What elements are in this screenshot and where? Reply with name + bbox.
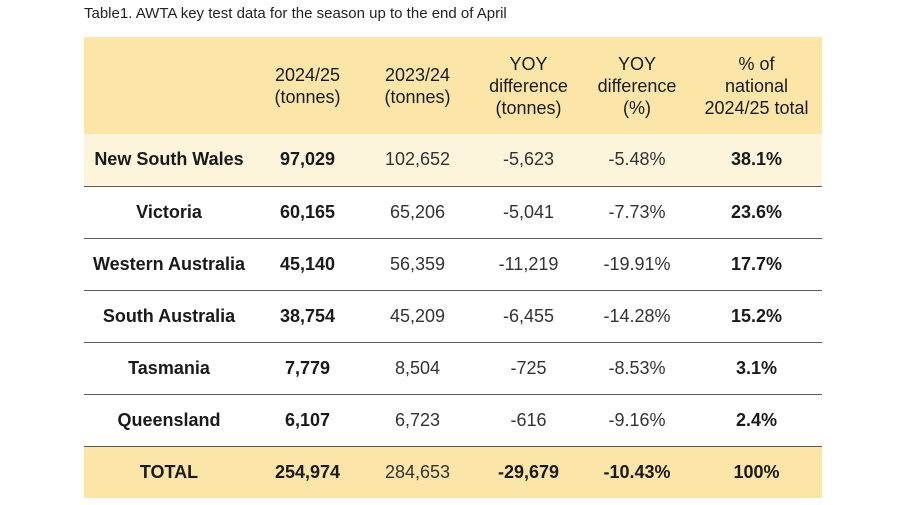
yoy-percent-cell: -9.16% [583, 394, 691, 447]
header-line: % of [738, 53, 775, 74]
yoy-tonnes-cell: -6,455 [474, 290, 583, 343]
yoy-percent-cell: -14.28% [583, 290, 691, 343]
table-row: Victoria 60,165 65,206 -5,041 -7.73% 23.… [84, 186, 822, 239]
tonnes-2024-25-cell: 45,140 [254, 238, 361, 291]
national-share-cell: 3.1% [691, 342, 822, 395]
national-share-cell: 38.1% [691, 134, 822, 187]
awta-data-table: 2024/25 (tonnes) 2023/24 (tonnes) YOY di… [84, 37, 822, 498]
header-line: (tonnes) [495, 97, 562, 118]
total-2024-25-cell: 254,974 [254, 445, 361, 498]
table-row: Tasmania 7,779 8,504 -725 -8.53% 3.1% [84, 342, 822, 395]
yoy-tonnes-cell: -725 [474, 342, 583, 395]
total-2023-24-cell: 284,653 [361, 445, 474, 498]
yoy-tonnes-cell: -5,623 [474, 134, 583, 187]
table-row: South Australia 38,754 45,209 -6,455 -14… [84, 290, 822, 343]
tonnes-2023-24-cell: 8,504 [361, 342, 474, 395]
table-row: Queensland 6,107 6,723 -616 -9.16% 2.4% [84, 394, 822, 447]
total-yoy-tonnes-cell: -29,679 [474, 445, 583, 498]
header-line: difference [597, 75, 677, 96]
header-line: YOY [617, 53, 656, 74]
yoy-tonnes-cell: -616 [474, 394, 583, 447]
yoy-percent-cell: -5.48% [583, 134, 691, 187]
national-share-cell: 2.4% [691, 394, 822, 447]
total-row: TOTAL 254,974 284,653 -29,679 -10.43% 10… [84, 445, 822, 498]
national-share-cell: 17.7% [691, 238, 822, 291]
national-share-cell: 23.6% [691, 186, 822, 239]
tonnes-2024-25-cell: 60,165 [254, 186, 361, 239]
tonnes-2024-25-cell: 38,754 [254, 290, 361, 343]
header-national-share: % of national 2024/25 total [691, 37, 822, 134]
region-cell: Western Australia [84, 238, 254, 291]
yoy-percent-cell: -7.73% [583, 186, 691, 239]
region-cell: Tasmania [84, 342, 254, 395]
region-cell: Queensland [84, 394, 254, 447]
yoy-percent-cell: -19.91% [583, 238, 691, 291]
national-share-cell: 15.2% [691, 290, 822, 343]
header-row: 2024/25 (tonnes) 2023/24 (tonnes) YOY di… [84, 37, 822, 134]
tonnes-2023-24-cell: 6,723 [361, 394, 474, 447]
header-line: (tonnes) [274, 86, 341, 107]
header-line: difference [489, 75, 568, 96]
header-line: (%) [623, 97, 651, 118]
tonnes-2023-24-cell: 65,206 [361, 186, 474, 239]
tonnes-2024-25-cell: 6,107 [254, 394, 361, 447]
tonnes-2023-24-cell: 102,652 [361, 134, 474, 187]
yoy-tonnes-cell: -5,041 [474, 186, 583, 239]
header-line: 2024/25 [274, 64, 341, 85]
header-line: national [724, 75, 789, 96]
tonnes-2023-24-cell: 45,209 [361, 290, 474, 343]
tonnes-2023-24-cell: 56,359 [361, 238, 474, 291]
header-yoy-percent: YOY difference (%) [583, 37, 691, 134]
table-caption: Table1. AWTA key test data for the seaso… [84, 5, 507, 22]
header-yoy-tonnes: YOY difference (tonnes) [474, 37, 583, 134]
header-line: 2023/24 [384, 64, 451, 85]
yoy-tonnes-cell: -11,219 [474, 238, 583, 291]
tonnes-2024-25-cell: 7,779 [254, 342, 361, 395]
region-cell: South Australia [84, 290, 254, 343]
header-line: (tonnes) [384, 86, 451, 107]
table-row: New South Wales 97,029 102,652 -5,623 -5… [84, 134, 822, 187]
header-2024-25: 2024/25 (tonnes) [254, 37, 361, 134]
total-yoy-percent-cell: -10.43% [583, 445, 691, 498]
total-national-share-cell: 100% [691, 445, 822, 498]
table-row: Western Australia 45,140 56,359 -11,219 … [84, 238, 822, 291]
header-line: YOY [509, 53, 548, 74]
yoy-percent-cell: -8.53% [583, 342, 691, 395]
region-cell: Victoria [84, 186, 254, 239]
total-label-cell: TOTAL [84, 445, 254, 498]
region-cell: New South Wales [84, 134, 254, 187]
header-region [84, 37, 254, 134]
header-line: 2024/25 total [704, 97, 809, 118]
tonnes-2024-25-cell: 97,029 [254, 134, 361, 187]
header-2023-24: 2023/24 (tonnes) [361, 37, 474, 134]
